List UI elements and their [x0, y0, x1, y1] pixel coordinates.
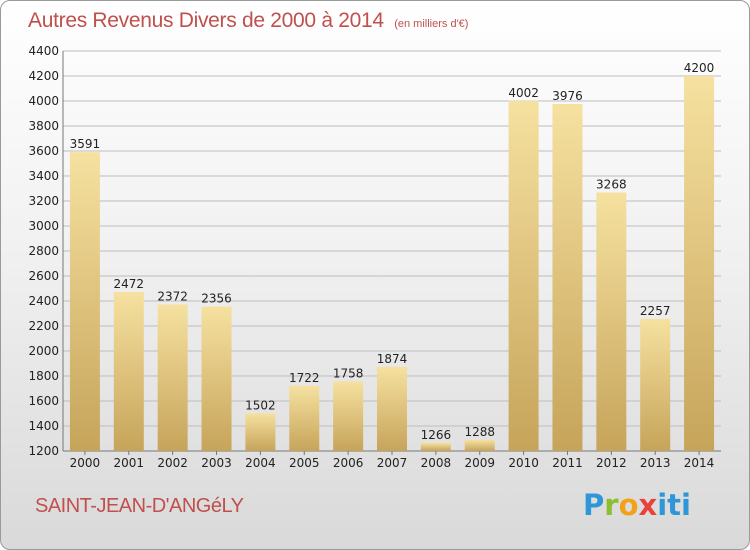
x-tick-label: 2011: [552, 456, 583, 470]
bar: [333, 381, 364, 451]
x-tick-label: 2002: [157, 456, 188, 470]
bar: [201, 306, 232, 451]
bar: [289, 385, 320, 451]
data-label: 2372: [157, 290, 188, 304]
x-tick-label: 2004: [245, 456, 276, 470]
data-label: 1758: [333, 366, 364, 380]
x-tick-label: 2014: [684, 456, 715, 470]
y-tick-label: 2600: [28, 269, 59, 283]
x-tick-label: 2012: [596, 456, 627, 470]
bar: [377, 366, 407, 451]
data-label: 1502: [245, 398, 276, 412]
y-tick-label: 1400: [28, 419, 59, 433]
bar: [684, 76, 715, 451]
bar: [552, 104, 583, 451]
commune-name: SAINT-JEAN-D'ANGéLY: [35, 495, 244, 517]
y-tick-label: 3600: [28, 144, 59, 158]
bar: [113, 292, 144, 451]
chart-title-block: Autres Revenus Divers de 2000 à 2014 (en…: [28, 9, 468, 33]
data-label: 2472: [114, 277, 145, 291]
x-tick-label: 2006: [333, 456, 364, 470]
y-tick-label: 4000: [28, 94, 59, 108]
y-tick-label: 3400: [28, 169, 59, 183]
data-label: 3591: [70, 137, 101, 151]
bar: [596, 192, 627, 451]
x-tick-label: 2007: [377, 456, 408, 470]
x-tick-label: 2003: [201, 456, 232, 470]
y-tick-label: 1800: [28, 369, 59, 383]
y-tick-label: 3800: [28, 119, 59, 133]
data-label: 1722: [289, 371, 320, 385]
chart-subtitle: (en milliers d'€): [394, 18, 469, 30]
x-tick-label: 2010: [508, 456, 539, 470]
data-label: 1874: [377, 352, 408, 366]
data-label: 2257: [640, 304, 671, 318]
bar: [640, 318, 671, 451]
y-tick-label: 2200: [28, 319, 59, 333]
bar: [508, 100, 539, 451]
data-label: 1288: [464, 425, 495, 439]
y-tick-label: 2800: [28, 244, 59, 258]
bars: [69, 76, 715, 451]
x-tick-label: 2013: [640, 456, 671, 470]
bar: [69, 152, 100, 451]
bar: [245, 413, 276, 451]
x-tick-label: 2008: [421, 456, 452, 470]
y-tick-label: 3000: [28, 219, 59, 233]
data-label: 1266: [421, 428, 452, 442]
x-tick-label: 2001: [114, 456, 145, 470]
data-label: 3268: [596, 178, 627, 192]
y-tick-label: 2400: [28, 294, 59, 308]
data-label: 4002: [508, 86, 539, 100]
data-label: 4200: [684, 61, 715, 75]
x-tick-label: 2005: [289, 456, 320, 470]
y-tick-label: 4400: [28, 44, 59, 58]
y-tick-label: 1600: [28, 394, 59, 408]
y-tick-label: 1200: [28, 444, 59, 458]
bar: [420, 442, 451, 451]
x-tick-label: 2009: [464, 456, 495, 470]
y-tick-label: 2000: [28, 344, 59, 358]
bar: [157, 304, 188, 451]
data-label: 3976: [552, 89, 583, 103]
bar: [464, 440, 495, 451]
chart-title: Autres Revenus Divers de 2000 à 2014: [28, 9, 384, 32]
y-tick-label: 3200: [28, 194, 59, 208]
data-labels: 3591 2472 2372 2356 1502 1722 1758 1874 1266 1288…: [70, 61, 715, 442]
data-label: 2356: [201, 292, 232, 306]
proxiti-logo[interactable]: Proxiti: [583, 488, 691, 522]
y-tick-labels: 1200 1400 1600 1800 2000 2200 2400 2600 2800 3000…: [28, 44, 59, 458]
x-tick-label: 2000: [70, 456, 101, 470]
x-tick-labels: 2000 2001 2002 2003 2004 2005 2006 2007 2008 2009…: [70, 451, 715, 470]
y-tick-label: 4200: [28, 69, 59, 83]
